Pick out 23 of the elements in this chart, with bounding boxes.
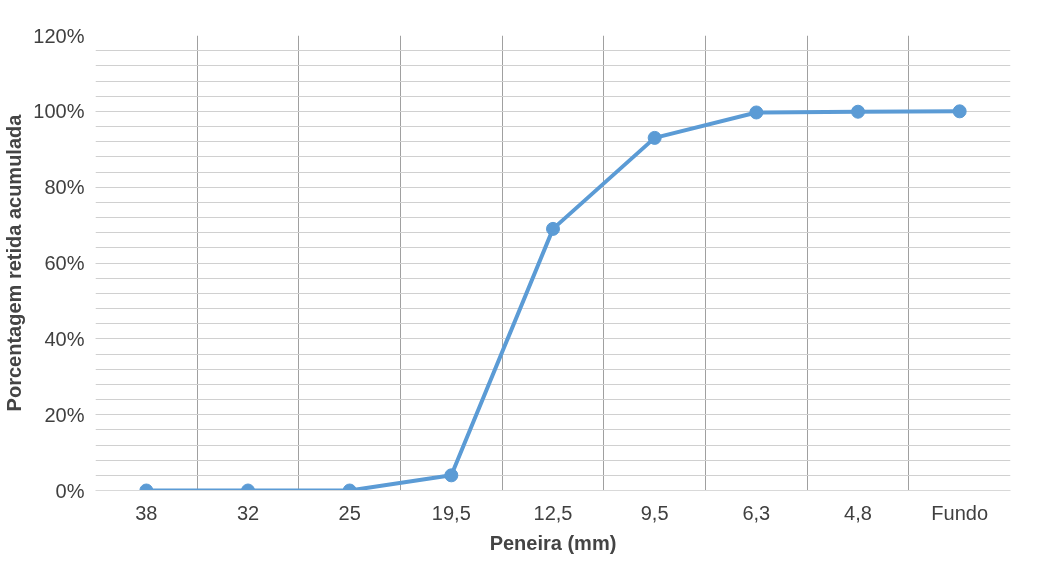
x-tick-label: Fundo (931, 501, 989, 524)
point (851, 104, 865, 119)
y-tick-label: 120% (33, 24, 85, 47)
x-axis-title: Peneira (mm) (489, 531, 617, 554)
y-tick-label: 40% (44, 327, 85, 350)
x-tick-label: 6,3 (742, 501, 771, 524)
x-tick-label: 9,5 (640, 501, 669, 524)
y-tick-label: 20% (44, 403, 85, 426)
x-tick-label: 12,5 (533, 501, 573, 524)
point (546, 221, 560, 236)
y-tick-label: 0% (55, 479, 85, 502)
x-tick-label: 19,5 (431, 501, 471, 524)
x-tick-label: 4,8 (844, 501, 872, 524)
point (749, 105, 764, 120)
point (952, 104, 967, 119)
y-axis-title: Porcentagem retida acumulada (3, 113, 26, 412)
x-tick-label: 38 (135, 501, 158, 524)
x-tick-label: 32 (236, 501, 260, 524)
y-tick-label: 100% (33, 100, 85, 123)
y-tick-label: 80% (44, 176, 85, 199)
y-tick-label: 60% (44, 252, 85, 274)
x-tick-label: 25 (338, 501, 361, 524)
point (647, 130, 662, 145)
